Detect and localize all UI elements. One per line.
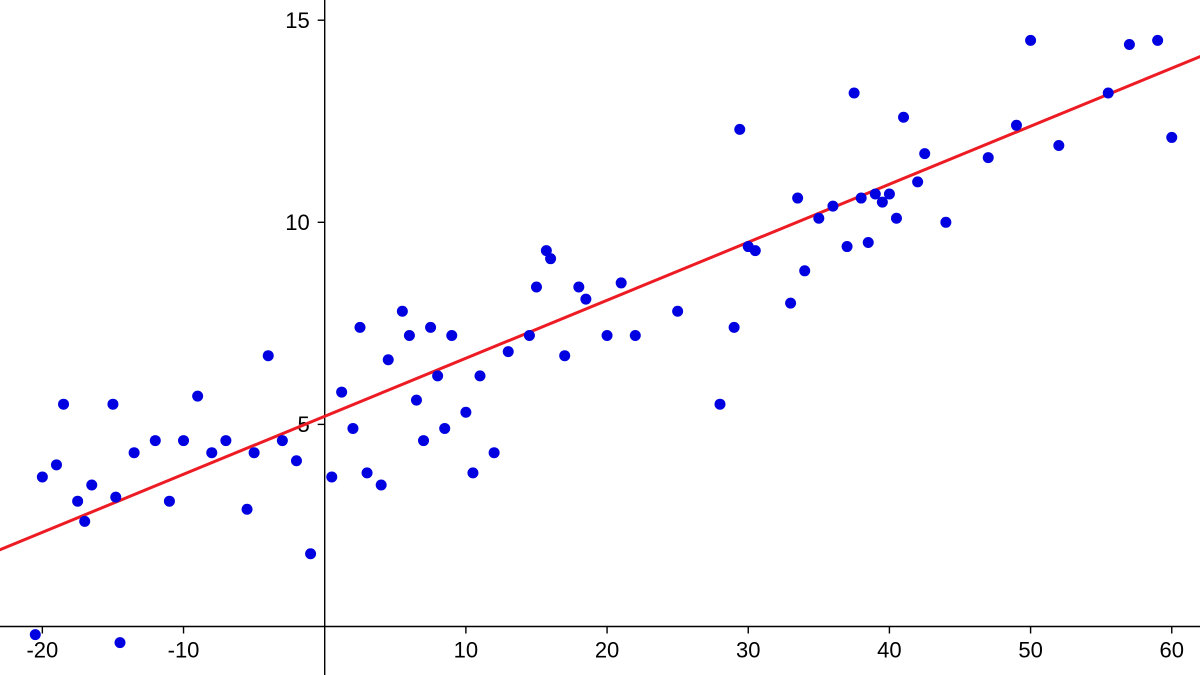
scatter-point	[467, 467, 478, 478]
scatter-point	[277, 435, 288, 446]
scatter-point	[503, 346, 514, 357]
scatter-point	[164, 496, 175, 507]
scatter-point	[291, 455, 302, 466]
scatter-point	[545, 253, 556, 264]
scatter-point	[672, 306, 683, 317]
scatter-point	[983, 152, 994, 163]
x-tick-label: -10	[168, 637, 200, 662]
scatter-point	[206, 447, 217, 458]
scatter-point	[940, 217, 951, 228]
scatter-point	[326, 471, 337, 482]
scatter-point	[129, 447, 140, 458]
scatter-point	[192, 391, 203, 402]
scatter-point	[827, 201, 838, 212]
scatter-point	[734, 124, 745, 135]
scatter-point	[884, 189, 895, 200]
scatter-point	[573, 281, 584, 292]
scatter-point	[891, 213, 902, 224]
scatter-point	[249, 447, 260, 458]
scatter-point	[630, 330, 641, 341]
scatter-point	[531, 281, 542, 292]
scatter-point	[115, 637, 126, 648]
scatter-point	[580, 294, 591, 305]
scatter-point	[1103, 87, 1114, 98]
scatter-point	[439, 423, 450, 434]
scatter-point	[1124, 39, 1135, 50]
scatter-point	[397, 306, 408, 317]
scatter-point	[898, 112, 909, 123]
x-tick-label: 40	[877, 637, 901, 662]
scatter-point	[715, 399, 726, 410]
scatter-point	[489, 447, 500, 458]
scatter-point	[475, 370, 486, 381]
scatter-point	[72, 496, 83, 507]
scatter-point	[336, 387, 347, 398]
scatter-point	[432, 370, 443, 381]
scatter-point	[242, 504, 253, 515]
x-tick-label: 30	[736, 637, 760, 662]
scatter-point	[107, 399, 118, 410]
scatter-point	[355, 322, 366, 333]
scatter-point	[750, 245, 761, 256]
scatter-point	[792, 193, 803, 204]
scatter-point	[799, 265, 810, 276]
scatter-point	[263, 350, 274, 361]
x-tick-label: 50	[1018, 637, 1042, 662]
scatter-point	[37, 471, 48, 482]
scatter-point	[383, 354, 394, 365]
scatter-point	[150, 435, 161, 446]
scatter-point	[220, 435, 231, 446]
scatter-point	[1011, 120, 1022, 131]
scatter-point	[79, 516, 90, 527]
scatter-point	[425, 322, 436, 333]
scatter-point	[559, 350, 570, 361]
scatter-point	[524, 330, 535, 341]
scatter-point	[347, 423, 358, 434]
scatter-point	[1025, 35, 1036, 46]
scatter-point	[842, 241, 853, 252]
x-tick-label: 20	[595, 637, 619, 662]
y-tick-label: 15	[285, 8, 309, 33]
scatter-point	[1166, 132, 1177, 143]
scatter-point	[51, 459, 62, 470]
scatter-point	[411, 395, 422, 406]
scatter-regression-chart: -20-1010203040506051015	[0, 0, 1200, 675]
x-tick-label: 60	[1160, 637, 1184, 662]
scatter-point	[418, 435, 429, 446]
scatter-point	[729, 322, 740, 333]
scatter-point	[602, 330, 613, 341]
scatter-point	[1053, 140, 1064, 151]
scatter-point	[785, 298, 796, 309]
scatter-point	[919, 148, 930, 159]
regression-line	[0, 57, 1200, 550]
scatter-point	[362, 467, 373, 478]
scatter-point	[863, 237, 874, 248]
scatter-point	[616, 277, 627, 288]
scatter-point	[30, 629, 41, 640]
scatter-point	[912, 176, 923, 187]
x-tick-label: 10	[454, 637, 478, 662]
scatter-point	[446, 330, 457, 341]
scatter-point	[86, 480, 97, 491]
x-tick-label: -20	[26, 637, 58, 662]
scatter-point	[856, 193, 867, 204]
scatter-point	[110, 492, 121, 503]
scatter-point	[1152, 35, 1163, 46]
scatter-point	[305, 548, 316, 559]
scatter-point	[58, 399, 69, 410]
scatter-point	[813, 213, 824, 224]
scatter-point	[849, 87, 860, 98]
scatter-point	[460, 407, 471, 418]
scatter-point	[376, 480, 387, 491]
scatter-point	[404, 330, 415, 341]
scatter-point	[178, 435, 189, 446]
y-tick-label: 10	[285, 210, 309, 235]
